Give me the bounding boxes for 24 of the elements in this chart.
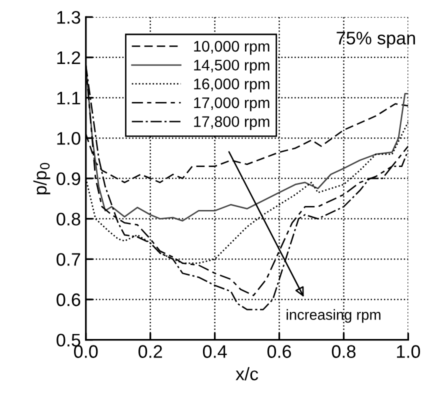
x-tick-label: 0.6 xyxy=(267,345,292,358)
legend-label: 17,800 rpm xyxy=(194,116,270,130)
x-axis-title: x/c xyxy=(236,367,258,380)
legend-label: 14,500 rpm xyxy=(194,60,270,74)
x-tick-label: 0.8 xyxy=(332,345,356,358)
annotation: 75% span xyxy=(336,32,415,48)
y-tick-label: 1.2 xyxy=(57,51,80,64)
x-tick-label: 0.2 xyxy=(138,345,162,358)
y-tick-label: 1.0 xyxy=(57,132,80,145)
x-tick-label: 0.4 xyxy=(202,345,227,358)
y-tick-label: 0.9 xyxy=(56,172,80,186)
y-tick-label: 0.5 xyxy=(56,334,80,347)
x-tick-label: 0.0 xyxy=(74,345,98,358)
y-tick-label: 0.6 xyxy=(56,293,80,306)
y-tick-label: 1.1 xyxy=(57,92,80,104)
y-axis-title: p/p$_{0}$ xyxy=(33,162,50,194)
legend-label: 10,000 rpm xyxy=(194,40,270,55)
legend-label: 17,000 rpm xyxy=(194,97,270,112)
y-tick-label: 1.3 xyxy=(57,10,80,24)
y-tick-label: 0.7 xyxy=(56,253,80,266)
y-tick-label: 0.8 xyxy=(56,212,80,226)
annotation: increasing rpm xyxy=(286,309,380,323)
legend-label: 16,000 rpm xyxy=(194,78,270,92)
x-tick-label: 1.0 xyxy=(397,345,420,358)
